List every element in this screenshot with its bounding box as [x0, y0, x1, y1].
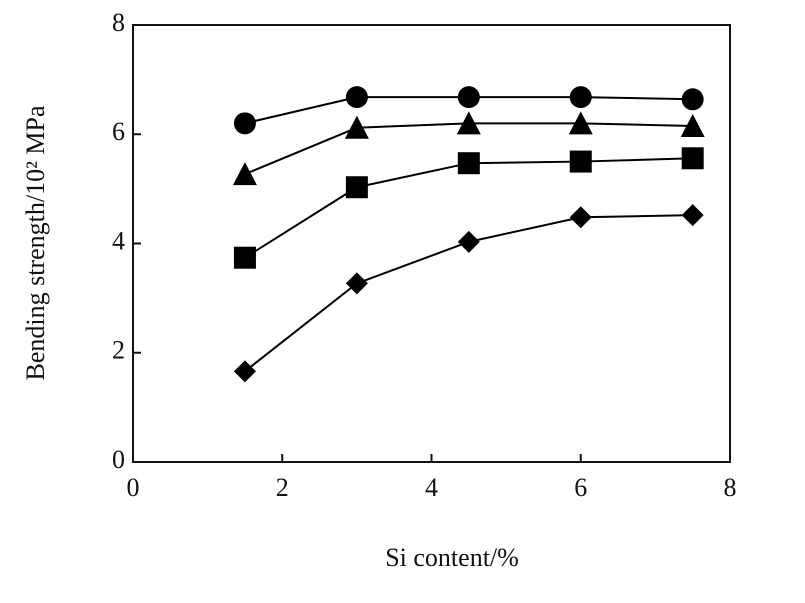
- marker: [232, 162, 257, 186]
- x-tick-label: 0: [127, 473, 140, 502]
- x-tick-label: 6: [574, 473, 587, 502]
- marker: [233, 360, 256, 383]
- marker: [233, 112, 256, 135]
- x-tick-label: 4: [425, 473, 438, 502]
- marker: [457, 152, 480, 175]
- x-tick-label: 2: [276, 473, 289, 502]
- y-tick-label: 4: [112, 226, 125, 255]
- marker: [344, 115, 369, 139]
- y-axis-label: Bending strength/10² MPa: [21, 105, 50, 380]
- marker: [680, 114, 705, 138]
- marker: [681, 88, 704, 111]
- marker: [681, 204, 704, 227]
- y-tick-label: 8: [112, 8, 125, 37]
- marker: [569, 86, 592, 109]
- y-tick-label: 2: [112, 336, 125, 365]
- x-tick-label: 8: [724, 473, 737, 502]
- marker: [233, 246, 256, 269]
- marker: [681, 147, 704, 170]
- plot-frame: [132, 24, 731, 463]
- marker: [345, 86, 368, 109]
- marker: [456, 111, 481, 135]
- marker: [457, 86, 480, 109]
- marker: [457, 230, 480, 253]
- y-tick-label: 0: [112, 445, 125, 474]
- marker: [569, 206, 592, 229]
- x-axis-label: Si content/%: [385, 543, 519, 572]
- marker: [345, 176, 368, 199]
- y-tick-label: 6: [112, 117, 125, 146]
- marker: [569, 150, 592, 173]
- marker: [345, 272, 368, 295]
- marker: [568, 111, 593, 135]
